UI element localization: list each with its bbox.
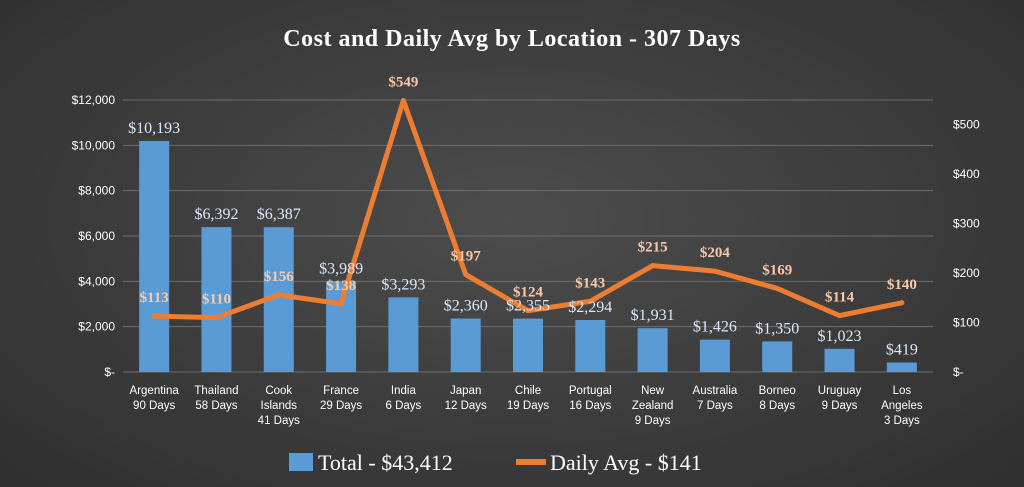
line-value-label: $114 [825, 290, 855, 306]
line-point [213, 315, 219, 321]
bar [575, 320, 606, 372]
y-left-tick-label: $- [104, 365, 115, 379]
category-label: Zealand [632, 400, 674, 412]
line-value-label: $156 [264, 269, 295, 285]
line-value-label: $204 [700, 245, 731, 261]
bar [388, 297, 419, 372]
bar [637, 328, 668, 372]
y-left-tick-label: $8,000 [78, 184, 115, 198]
bar-value-label: $6,387 [257, 206, 301, 223]
y-left-tick-label: $2,000 [78, 320, 115, 334]
bar-value-label: $1,931 [631, 307, 675, 324]
bar-value-label: $6,392 [194, 206, 238, 223]
line-point [587, 298, 593, 304]
line-point [650, 263, 656, 269]
category-label: Australia [693, 385, 738, 397]
line-point [712, 268, 718, 274]
line-value-label: $138 [326, 278, 356, 294]
y-right-tick-label: $500 [953, 118, 980, 132]
bar [450, 318, 481, 372]
y-right-tick-label: $200 [953, 266, 980, 280]
category-label: 8 Days [759, 400, 795, 412]
line-point [463, 272, 469, 278]
category-label: 41 Days [258, 415, 300, 427]
legend-label-daily-avg: Daily Avg - $141 [550, 450, 702, 475]
bar-value-label: $419 [886, 342, 918, 359]
category-label: Cook [265, 385, 292, 397]
category-label: 12 Days [445, 400, 487, 412]
category-label: Argentina [130, 385, 180, 397]
bar-value-label: $2,355 [506, 298, 550, 315]
y-left-tick-label: $10,000 [72, 138, 116, 152]
category-label: 6 Days [385, 400, 421, 412]
category-label: Japan [450, 385, 481, 397]
category-label: Angeles [881, 400, 923, 412]
category-label: Borneo [759, 385, 796, 397]
bar-value-label: $1,023 [818, 328, 862, 345]
bar [824, 348, 855, 372]
bar-value-label: $2,294 [568, 299, 612, 316]
category-label: 3 Days [884, 415, 920, 427]
line-point [276, 292, 282, 298]
category-label: 29 Days [320, 400, 362, 412]
line-value-label: $169 [762, 262, 792, 278]
bar-value-label: $2,360 [444, 298, 488, 315]
y-left-tick-label: $6,000 [78, 229, 115, 243]
category-label: 19 Days [507, 400, 549, 412]
legend-swatch-bar [289, 453, 313, 471]
line-value-label: $124 [513, 285, 544, 301]
y-right-tick-label: $100 [953, 316, 980, 330]
bar [762, 341, 793, 372]
bar [139, 140, 170, 372]
category-label: Islands [261, 400, 298, 412]
line-value-label: $110 [202, 292, 231, 308]
category-label: New [641, 385, 665, 397]
line-value-label: $197 [451, 249, 482, 265]
bar [513, 318, 543, 372]
y-left-tick-label: $12,000 [72, 93, 116, 107]
line-point [400, 97, 406, 103]
line-value-label: $143 [575, 275, 605, 291]
line-point [774, 285, 780, 291]
line-point [151, 313, 157, 319]
bar-value-label: $1,350 [755, 320, 799, 337]
category-label: 9 Days [822, 400, 858, 412]
line-value-label: $140 [887, 277, 917, 293]
line-point [899, 300, 905, 306]
bar [326, 281, 357, 372]
line-point [525, 308, 531, 314]
category-label: Chile [515, 385, 541, 397]
category-label: India [391, 385, 417, 397]
chart-title: Cost and Daily Avg by Location - 307 Day… [283, 26, 740, 52]
category-label: Portugal [569, 385, 612, 397]
legend-label-total: Total - $43,412 [318, 450, 453, 475]
bar [699, 339, 730, 372]
line-value-label: $113 [140, 290, 169, 306]
category-label: Thailand [194, 385, 238, 397]
line-value-label: $549 [388, 74, 418, 90]
category-label: 16 Days [569, 400, 611, 412]
bar-value-label: $1,426 [693, 319, 737, 336]
category-label: France [323, 385, 359, 397]
category-label: 7 Days [697, 400, 733, 412]
line-value-label: $215 [638, 240, 668, 256]
category-label: 90 Days [133, 400, 175, 412]
category-label: 9 Days [635, 415, 671, 427]
y-right-tick-label: $- [953, 365, 964, 379]
bar-value-label: $3,293 [381, 276, 425, 293]
bar-value-label: $3,989 [319, 261, 363, 278]
category-label: Uruguay [818, 385, 862, 397]
bar-value-label: $10,193 [128, 120, 180, 137]
bar [886, 362, 917, 372]
y-right-tick-label: $300 [953, 217, 980, 231]
category-label: 58 Days [195, 400, 237, 412]
line-point [338, 301, 344, 307]
line-point [837, 313, 843, 319]
y-right-tick-label: $400 [953, 167, 980, 181]
bar [201, 227, 232, 372]
y-left-tick-label: $4,000 [78, 274, 115, 288]
category-label: Los [893, 385, 912, 397]
